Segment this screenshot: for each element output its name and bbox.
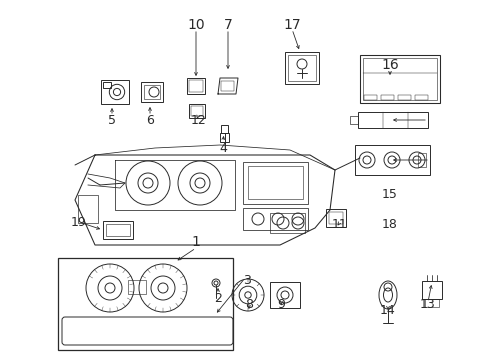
Text: 4: 4 [219, 141, 226, 154]
Text: 6: 6 [146, 113, 154, 126]
Bar [287, 55, 315, 81]
Bar [186, 78, 204, 94]
Text: 7: 7 [223, 18, 232, 32]
Bar [359, 55, 439, 103]
Bar [269, 282, 299, 308]
Bar [106, 224, 130, 236]
Text: 10: 10 [187, 18, 204, 32]
Text: 9: 9 [277, 298, 285, 311]
Bar [221, 125, 227, 133]
Text: 8: 8 [244, 298, 252, 311]
Bar [243, 208, 307, 230]
Text: 2: 2 [214, 292, 222, 305]
Bar [189, 80, 203, 92]
Text: 14: 14 [379, 303, 395, 316]
Text: 11: 11 [331, 219, 347, 231]
Bar [103, 82, 111, 88]
Bar [362, 58, 436, 100]
Bar [247, 166, 303, 199]
Bar [380, 95, 393, 100]
Text: 18: 18 [381, 219, 397, 231]
Bar [141, 82, 163, 102]
Text: 1: 1 [191, 235, 200, 249]
Bar [101, 80, 129, 104]
Bar [397, 95, 410, 100]
Bar [221, 81, 234, 91]
Bar [354, 145, 429, 175]
Text: 13: 13 [419, 298, 435, 311]
Bar [349, 116, 357, 124]
Bar [269, 213, 305, 233]
Bar [143, 85, 160, 99]
Bar [421, 281, 441, 299]
Bar [285, 52, 318, 84]
Text: 5: 5 [108, 113, 116, 126]
Bar [328, 212, 342, 224]
Text: 16: 16 [380, 58, 398, 72]
Text: 12: 12 [191, 113, 206, 126]
Bar [78, 195, 98, 223]
Bar [58, 258, 232, 350]
Bar [417, 153, 425, 167]
Bar [325, 209, 346, 227]
Bar [243, 162, 307, 204]
Text: 17: 17 [283, 18, 300, 32]
Text: 19: 19 [71, 216, 87, 229]
Text: 3: 3 [243, 274, 250, 287]
Bar [128, 280, 146, 294]
Bar [189, 104, 204, 118]
Bar [363, 95, 376, 100]
Bar [191, 106, 203, 116]
Bar [424, 299, 438, 307]
Bar [357, 112, 427, 128]
Bar [414, 95, 427, 100]
Text: 15: 15 [381, 189, 397, 202]
Bar [103, 221, 133, 239]
Bar [220, 133, 228, 142]
